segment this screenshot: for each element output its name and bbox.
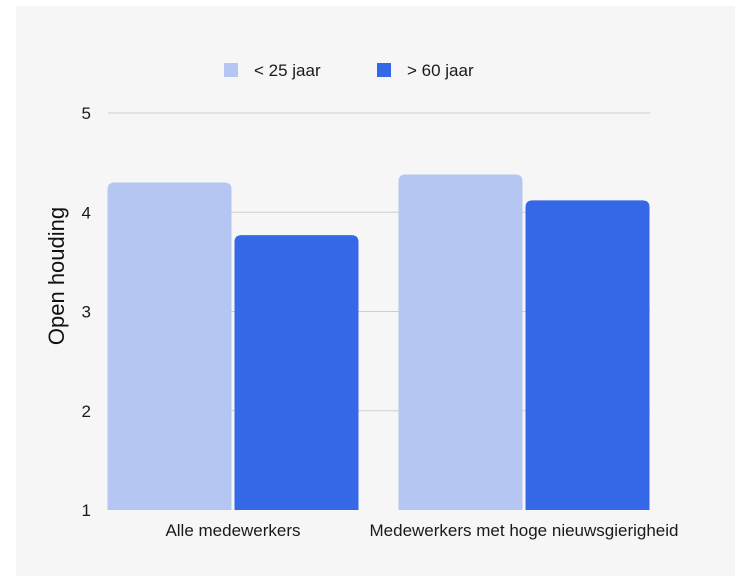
legend-label: > 60 jaar [407, 61, 474, 80]
category-labels: Alle medewerkers Medewerkers met hoge nie… [165, 521, 678, 540]
bar-under-25-alle [107, 182, 232, 510]
bar-under-25-nieuwsgierig [398, 174, 523, 510]
y-tick-label: 5 [82, 104, 91, 123]
category-label: Alle medewerkers [165, 521, 300, 540]
y-tick-label: 1 [82, 501, 91, 520]
legend-swatch [377, 63, 391, 77]
legend-swatch [224, 63, 238, 77]
legend: < 25 jaar > 60 jaar [224, 61, 474, 80]
y-tick-label: 2 [82, 402, 91, 421]
y-tick-label: 3 [82, 303, 91, 322]
legend-label: < 25 jaar [254, 61, 321, 80]
y-axis-title: Open houding [44, 207, 69, 345]
y-tick-labels: 1 2 3 4 5 [82, 104, 91, 520]
bar-over-60-alle [234, 235, 359, 510]
bar-over-60-nieuwsgierig [525, 200, 650, 510]
category-label: Medewerkers met hoge nieuwsgierigheid [370, 521, 679, 540]
y-tick-label: 4 [82, 203, 91, 222]
bars [107, 174, 650, 510]
